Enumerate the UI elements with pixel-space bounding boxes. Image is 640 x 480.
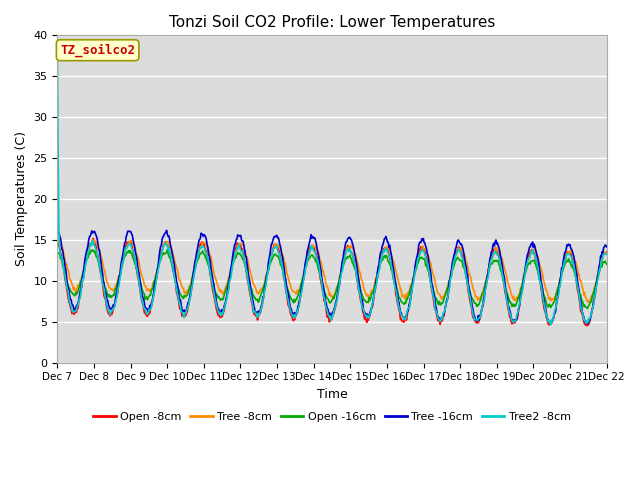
Open -8cm	[63, 290, 71, 296]
Open -16cm	[205, 264, 213, 270]
Line: Tree2 -8cm: Tree2 -8cm	[58, 48, 607, 324]
Line: Open -8cm: Open -8cm	[58, 239, 607, 326]
Tree -16cm	[176, 297, 184, 303]
Tree -8cm	[54, 240, 61, 245]
Tree2 -8cm	[176, 300, 184, 306]
Open -16cm	[164, 247, 172, 252]
Legend: Open -8cm, Tree -8cm, Open -16cm, Tree -16cm, Tree2 -8cm: Open -8cm, Tree -8cm, Open -16cm, Tree -…	[89, 408, 575, 426]
Open -16cm	[54, 251, 61, 256]
Tree -16cm	[205, 252, 212, 257]
Open -16cm	[63, 280, 71, 286]
Tree -8cm	[205, 251, 213, 257]
Tree -16cm	[120, 245, 128, 251]
Tree -8cm	[63, 266, 71, 272]
Open -16cm	[584, 306, 591, 312]
Open -16cm	[177, 291, 184, 297]
Open -8cm	[415, 250, 423, 255]
Tree2 -8cm	[63, 286, 71, 291]
Tree2 -8cm	[547, 322, 555, 327]
Open -16cm	[415, 254, 423, 260]
Tree2 -8cm	[415, 254, 422, 260]
Open -8cm	[54, 237, 61, 242]
Tree -8cm	[121, 251, 129, 256]
Open -8cm	[583, 323, 591, 329]
Tree2 -8cm	[54, 45, 61, 50]
Tree -16cm	[584, 321, 592, 326]
Open -8cm	[121, 246, 129, 252]
Tree2 -8cm	[603, 252, 611, 257]
X-axis label: Time: Time	[317, 388, 348, 401]
Tree -16cm	[54, 226, 61, 232]
Open -16cm	[603, 261, 611, 267]
Open -8cm	[399, 319, 407, 325]
Tree -8cm	[399, 294, 407, 300]
Open -8cm	[90, 236, 97, 241]
Line: Tree -16cm: Tree -16cm	[58, 229, 607, 324]
Text: TZ_soilco2: TZ_soilco2	[60, 44, 135, 57]
Tree2 -8cm	[120, 256, 128, 262]
Tree2 -8cm	[205, 261, 212, 266]
Title: Tonzi Soil CO2 Profile: Lower Temperatures: Tonzi Soil CO2 Profile: Lower Temperatur…	[169, 15, 495, 30]
Open -16cm	[120, 255, 128, 261]
Tree -8cm	[177, 278, 184, 284]
Tree -16cm	[415, 242, 422, 248]
Line: Tree -8cm: Tree -8cm	[58, 240, 607, 302]
Tree -8cm	[603, 250, 611, 256]
Tree2 -8cm	[399, 314, 406, 320]
Tree -8cm	[89, 237, 97, 242]
Tree -16cm	[63, 281, 71, 287]
Tree -16cm	[399, 314, 406, 320]
Open -8cm	[177, 307, 184, 312]
Open -16cm	[399, 300, 407, 306]
Y-axis label: Soil Temperatures (C): Soil Temperatures (C)	[15, 132, 28, 266]
Tree -8cm	[584, 300, 592, 305]
Line: Open -16cm: Open -16cm	[58, 250, 607, 309]
Open -8cm	[603, 249, 611, 255]
Tree -16cm	[603, 244, 611, 250]
Open -8cm	[205, 265, 213, 271]
Tree -8cm	[415, 252, 423, 258]
